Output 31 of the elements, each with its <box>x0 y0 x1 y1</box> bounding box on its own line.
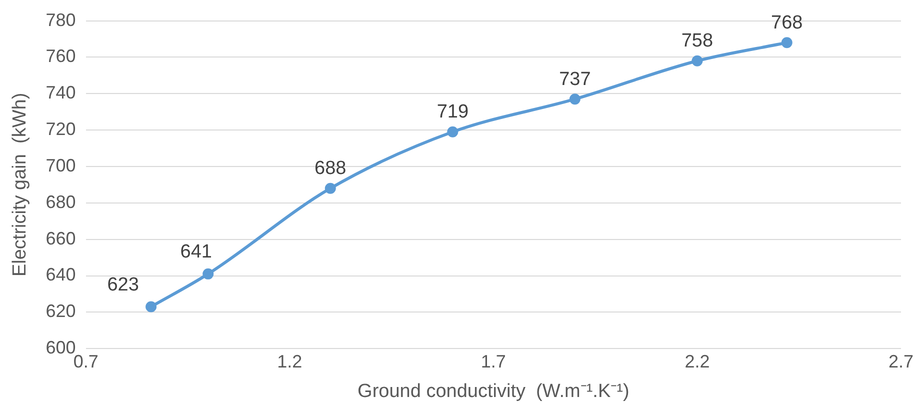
y-tick-label: 700 <box>46 155 76 176</box>
x-tick-label: 0.7 <box>73 351 98 372</box>
point <box>569 94 580 105</box>
y-tick-label: 600 <box>46 338 76 358</box>
point <box>202 268 214 280</box>
y-tick-label: 680 <box>46 192 76 212</box>
point <box>146 301 157 312</box>
data-label: 737 <box>559 68 591 90</box>
data-label: 623 <box>107 274 139 296</box>
y-tick-label: 620 <box>46 301 76 322</box>
y-tick-label: 760 <box>46 46 76 66</box>
y-tick-label: 720 <box>46 119 76 140</box>
x-tick-label: 1.2 <box>277 351 302 372</box>
y-tick-label: 640 <box>46 264 76 285</box>
y-tick-label: 780 <box>46 10 76 30</box>
x-axis-title: Ground conductivity (W.m⁻¹.K⁻¹) <box>358 380 630 402</box>
data-label: 768 <box>771 12 803 34</box>
x-tick-label: 2.2 <box>684 351 710 372</box>
data-label: 758 <box>681 30 714 52</box>
point <box>324 182 336 194</box>
data-label: 719 <box>436 102 469 123</box>
data-label: 641 <box>180 242 212 263</box>
data-label: 688 <box>314 158 346 180</box>
y-axis-title: Electricity gain (kWh) <box>10 92 31 277</box>
point <box>781 37 792 48</box>
y-tick-label: 660 <box>46 228 76 248</box>
x-tick-label: 2.7 <box>888 351 914 372</box>
y-tick-label: 740 <box>46 82 76 103</box>
point <box>447 126 458 138</box>
point <box>692 55 703 66</box>
x-tick-label: 1.7 <box>480 351 506 372</box>
